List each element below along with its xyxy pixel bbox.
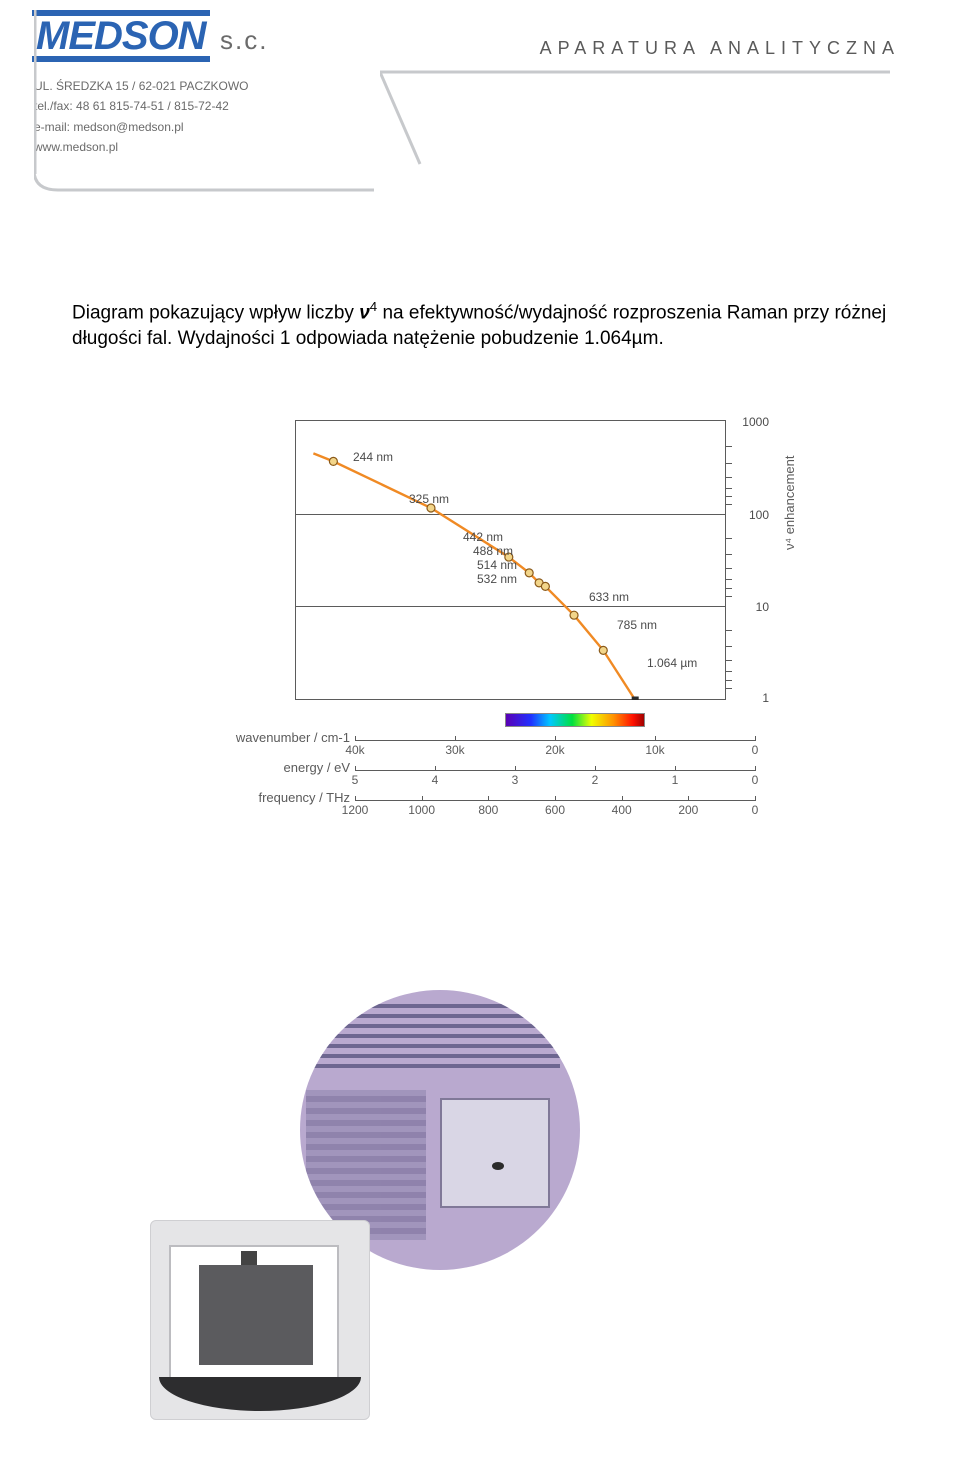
xtick-label: 2	[592, 773, 599, 787]
instrument-chamber	[169, 1245, 339, 1385]
lower-images	[150, 990, 670, 1430]
xtick-label: 5	[352, 773, 359, 787]
logo-suffix: s.c.	[220, 25, 268, 55]
xaxis-wavenumber: wavenumber / cm-1 40k 30k 20k 10k 0	[210, 730, 810, 756]
xtick-label: 600	[545, 803, 565, 817]
xtick-label: 1000	[408, 803, 435, 817]
point-label: 244 nm	[353, 450, 393, 464]
xtick-label: 200	[678, 803, 698, 817]
chip-defect-dot	[492, 1162, 504, 1170]
contact-block: UL. ŚREDZKA 15 / 62-021 PACZKOWO tel./fa…	[34, 76, 249, 158]
letterhead-header: MEDSON s.c. UL. ŚREDZKA 15 / 62-021 PACZ…	[20, 10, 940, 190]
point-label: 325 nm	[409, 492, 449, 506]
xaxis-label: wavenumber / cm-1	[210, 730, 350, 745]
header-rule-icon	[380, 68, 900, 178]
contact-line: www.medson.pl	[34, 137, 249, 157]
xtick-label: 0	[752, 743, 759, 757]
company-logo: MEDSON s.c.	[32, 10, 372, 70]
y-axis-label: ν⁴ enhancement	[782, 456, 797, 550]
xaxis-label: energy / eV	[210, 760, 350, 775]
xaxis-frequency: frequency / THz 1200 1000 800 600 400 200 0	[210, 790, 810, 816]
point-label: 442 nm	[463, 530, 503, 544]
point-label: 785 nm	[617, 618, 657, 632]
chip-traces	[310, 1000, 560, 1076]
xtick-label: 1	[672, 773, 679, 787]
contact-line: e-mail: medson@medson.pl	[34, 117, 249, 137]
point-label: 633 nm	[589, 590, 629, 604]
para-part1: Diagram pokazujący wpływ liczby	[72, 302, 359, 323]
xaxis-line	[355, 770, 755, 771]
point-label: 1.064 µm	[647, 656, 697, 670]
xtick-label: 0	[752, 803, 759, 817]
point-label: 532 nm	[477, 572, 517, 586]
instrument-photo	[150, 1220, 370, 1420]
point-label: 514 nm	[477, 558, 517, 572]
xtick-label: 0	[752, 773, 759, 787]
xtick-label: 800	[478, 803, 498, 817]
xtick-label: 4	[432, 773, 439, 787]
chip-bond-pad	[440, 1098, 550, 1208]
xaxis-label: frequency / THz	[210, 790, 350, 805]
instrument-base	[159, 1377, 361, 1411]
xtick-label: 40k	[345, 743, 364, 757]
ytick-label: 100	[749, 508, 769, 522]
xtick-label: 20k	[545, 743, 564, 757]
contact-line: UL. ŚREDZKA 15 / 62-021 PACZKOWO	[34, 76, 249, 96]
contact-line: tel./fax: 48 61 815-74-51 / 815-72-42	[34, 96, 249, 116]
enhancement-chart: 1000 100 10 1 ν⁴ enhancement 244 nm325 n…	[210, 410, 810, 840]
ytick-label: 1000	[742, 415, 769, 429]
ytick-label: 1	[762, 691, 769, 705]
logo-text: MEDSON	[32, 10, 210, 62]
xtick-label: 3	[512, 773, 519, 787]
right-axis	[725, 420, 726, 700]
xtick-label: 30k	[445, 743, 464, 757]
xtick-label: 400	[612, 803, 632, 817]
point-label: 488 nm	[473, 544, 513, 558]
para-symbol: ν	[359, 302, 370, 323]
header-left-rule-icon	[34, 10, 38, 174]
xaxis-energy: energy / eV 5 4 3 2 1 0	[210, 760, 810, 786]
xtick-label: 1200	[342, 803, 369, 817]
instrument-stage-block	[199, 1265, 313, 1365]
xtick-label: 10k	[645, 743, 664, 757]
description-paragraph: Diagram pokazujący wpływ liczby ν4 na ef…	[72, 298, 892, 352]
header-bottom-rule-icon	[34, 170, 374, 194]
chip-circuit-block	[306, 1090, 426, 1240]
visible-spectrum-bar	[505, 713, 645, 727]
tagline: APARATURA ANALITYCZNA	[540, 38, 900, 59]
ytick-label: 10	[756, 600, 769, 614]
